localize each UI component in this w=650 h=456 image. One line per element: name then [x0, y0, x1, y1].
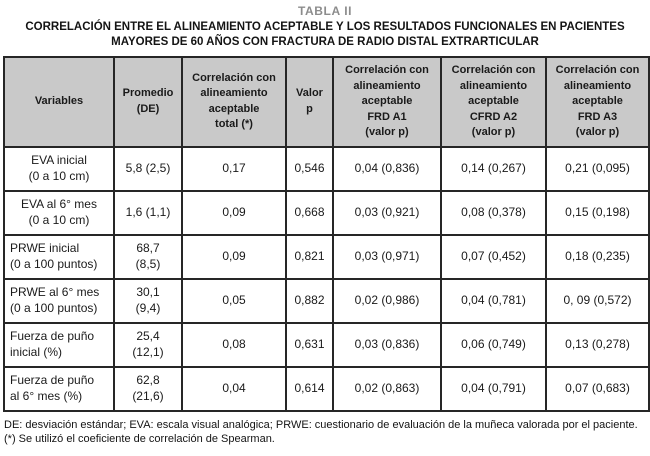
table-heading: CORRELACIÓN ENTRE EL ALINEAMIENTO ACEPTA… [0, 20, 650, 50]
header-row: Variables Promedio (DE) Correlación con … [3, 55, 650, 148]
column-header-corr-total: Correlación con alineamiento aceptable t… [181, 55, 287, 148]
cell-frd-a1: 0,02 (0,986) [332, 277, 442, 324]
cell-valor-p: 0,668 [285, 189, 334, 236]
cell-frd-a1: 0,03 (0,836) [332, 321, 442, 368]
cell-frd-a3: 0,15 (0,198) [545, 189, 650, 236]
cell-variable: PRWE al 6° mes (0 a 100 puntos) [3, 277, 115, 324]
table-label: TABLA II [297, 4, 353, 18]
cell-variable: Fuerza de puño al 6° mes (%) [3, 365, 115, 412]
cell-valor-p: 0,821 [285, 233, 334, 280]
cell-cfrd-a2: 0,07 (0,452) [440, 233, 547, 280]
cell-frd-a3: 0,07 (0,683) [545, 365, 650, 412]
footnote-spearman: (*) Se utilizó el coeficiente de correla… [4, 433, 275, 446]
cell-frd-a1: 0,03 (0,921) [332, 189, 442, 236]
cell-frd-a3: 0,13 (0,278) [545, 321, 650, 368]
cell-frd-a3: 0, 09 (0,572) [545, 277, 650, 324]
table-row: EVA al 6° mes (0 a 10 cm) 1,6 (1,1) 0,09… [3, 189, 650, 236]
cell-valor-p: 0,631 [285, 321, 334, 368]
cell-corr-total: 0,09 [181, 233, 287, 280]
column-header-frd-a3: Correlación con alineamiento aceptable F… [545, 55, 650, 148]
cell-promedio: 25,4 (12,1) [113, 321, 183, 368]
column-header-valor-p: Valor p [285, 55, 334, 148]
cell-promedio: 1,6 (1,1) [113, 189, 183, 236]
column-header-cfrd-a2: Correlación con alineamiento aceptable C… [440, 55, 547, 148]
cell-promedio: 62,8 (21,6) [113, 365, 183, 412]
column-header-promedio: Promedio (DE) [113, 55, 183, 148]
cell-corr-total: 0,08 [181, 321, 287, 368]
cell-promedio: 68,7 (8,5) [113, 233, 183, 280]
cell-cfrd-a2: 0,04 (0,791) [440, 365, 547, 412]
table-row: PRWE inicial (0 a 100 puntos) 68,7 (8,5)… [3, 233, 650, 280]
cell-corr-total: 0,17 [181, 145, 287, 192]
column-header-variables: Variables [3, 55, 115, 148]
table-row: PRWE al 6° mes (0 a 100 puntos) 30,1 (9,… [3, 277, 650, 324]
cell-valor-p: 0,546 [285, 145, 334, 192]
table-row: Fuerza de puño inicial (%) 25,4 (12,1) 0… [3, 321, 650, 368]
cell-cfrd-a2: 0,04 (0,781) [440, 277, 547, 324]
cell-corr-total: 0,09 [181, 189, 287, 236]
cell-corr-total: 0,04 [181, 365, 287, 412]
table-heading-line1: CORRELACIÓN ENTRE EL ALINEAMIENTO ACEPTA… [25, 21, 625, 33]
cell-valor-p: 0,882 [285, 277, 334, 324]
cell-frd-a1: 0,02 (0,863) [332, 365, 442, 412]
cell-cfrd-a2: 0,06 (0,749) [440, 321, 547, 368]
cell-promedio: 5,8 (2,5) [113, 145, 183, 192]
cell-frd-a3: 0,21 (0,095) [545, 145, 650, 192]
footnote-abbreviations: DE: desviación estándar; EVA: escala vis… [4, 418, 638, 431]
cell-promedio: 30,1 (9,4) [113, 277, 183, 324]
cell-variable: PRWE inicial (0 a 100 puntos) [3, 233, 115, 280]
table-row: EVA inicial (0 a 10 cm) 5,8 (2,5) 0,17 0… [3, 145, 650, 192]
cell-frd-a1: 0,03 (0,971) [332, 233, 442, 280]
cell-cfrd-a2: 0,08 (0,378) [440, 189, 547, 236]
cell-variable: EVA inicial (0 a 10 cm) [3, 145, 115, 192]
cell-valor-p: 0,614 [285, 365, 334, 412]
table-heading-line2: MAYORES DE 60 AÑOS CON FRACTURA DE RADIO… [111, 35, 539, 48]
cell-cfrd-a2: 0,14 (0,267) [440, 145, 547, 192]
cell-corr-total: 0,05 [181, 277, 287, 324]
cell-frd-a1: 0,04 (0,836) [332, 145, 442, 192]
correlation-table: Variables Promedio (DE) Correlación con … [3, 55, 650, 412]
column-header-frd-a1: Correlación con alineamiento aceptable F… [332, 55, 442, 148]
cell-variable: Fuerza de puño inicial (%) [3, 321, 115, 368]
page-root: TABLA II CORRELACIÓN ENTRE EL ALINEAMIEN… [0, 4, 650, 456]
footnotes: DE: desviación estándar; EVA: escala vis… [4, 418, 646, 447]
table-row: Fuerza de puño al 6° mes (%) 62,8 (21,6)… [3, 365, 650, 412]
cell-frd-a3: 0,18 (0,235) [545, 233, 650, 280]
cell-variable: EVA al 6° mes (0 a 10 cm) [3, 189, 115, 236]
